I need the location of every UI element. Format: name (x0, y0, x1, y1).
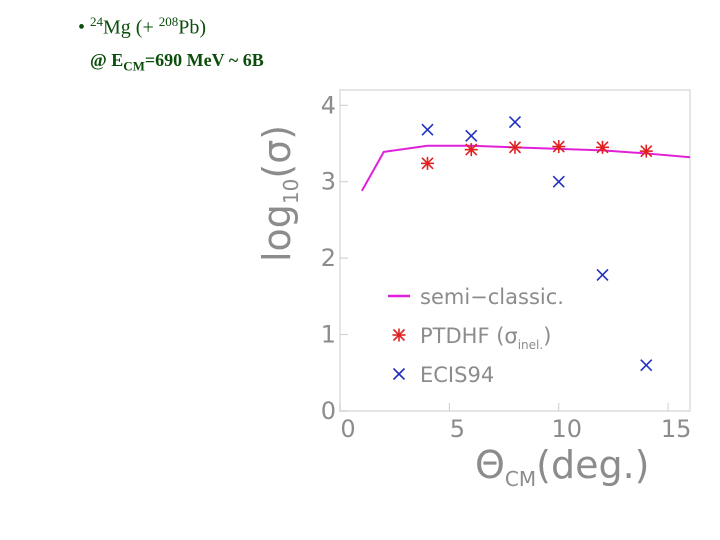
x-label-part: (deg.) (536, 443, 649, 487)
legend-label: semi−classic. (420, 285, 564, 309)
legend-label-part: ) (543, 324, 551, 348)
series-line (361, 144, 691, 192)
x-tick-label: 10 (551, 415, 582, 443)
energy-text: @ E (90, 50, 124, 70)
nucleus: Mg (+ (103, 16, 154, 39)
energy-line: @ ECM=690 MeV ~ 6B (90, 50, 264, 75)
y-label-part: (σ) (255, 125, 299, 179)
legend-label-part: inel. (518, 338, 543, 352)
cross-marker (552, 175, 565, 188)
nucleus: Pb) (178, 16, 207, 39)
asterisk-marker (421, 156, 434, 170)
y-label-part: log (255, 204, 299, 262)
marker-stroke (552, 175, 565, 188)
legend-label-part: PTDHF (σ (420, 324, 518, 348)
legend-label: ECIS94 (420, 363, 494, 387)
asterisk-marker (392, 328, 406, 342)
asterisk-marker (464, 143, 478, 157)
y-tick-label: 4 (321, 91, 336, 119)
mass-number: 208 (158, 14, 179, 29)
asterisk-marker (508, 140, 522, 154)
x-tick-label: 15 (661, 415, 692, 443)
cross-marker (392, 367, 406, 381)
x-axis-label: ΘCM(deg.) (475, 443, 650, 491)
cross-marker (596, 268, 609, 282)
x-label-sub: CM (505, 467, 536, 491)
bullet: • (78, 16, 86, 39)
y-tick-label: 2 (321, 244, 336, 272)
energy-sub: CM (123, 58, 145, 74)
cross-marker (465, 129, 478, 142)
asterisk-marker (552, 140, 566, 154)
x-tick-label: 5 (450, 415, 465, 443)
legend-label-part: semi−classic. (420, 285, 564, 309)
asterisk-marker (596, 140, 609, 154)
asterisk-marker (639, 144, 653, 158)
title-line: • 24Mg (+ 208Pb) (78, 14, 206, 40)
cross-marker (508, 116, 522, 129)
cross-marker (421, 123, 434, 136)
marker-stroke (640, 359, 653, 372)
plot-frame (339, 89, 691, 412)
y-tick-label: 0 (321, 397, 336, 425)
y-label-sub: 10 (279, 179, 303, 204)
y-axis-label: log10(σ) (255, 125, 303, 262)
legend-label: PTDHF (σinel.) (420, 324, 551, 352)
marker-stroke (596, 268, 609, 282)
cross-marker (640, 359, 653, 372)
x-tick-label: 0 (340, 415, 355, 443)
marker-stroke (508, 116, 522, 129)
marker-stroke (421, 123, 434, 136)
mass-number: 24 (90, 14, 104, 29)
marker-stroke (392, 367, 406, 381)
marker-stroke (465, 129, 478, 142)
energy-text: =690 MeV ~ 6B (144, 50, 264, 70)
y-tick-label: 1 (321, 321, 336, 349)
y-tick-label: 3 (321, 168, 336, 196)
x-label-part: Θ (475, 443, 505, 487)
legend-label-part: ECIS94 (420, 363, 494, 387)
